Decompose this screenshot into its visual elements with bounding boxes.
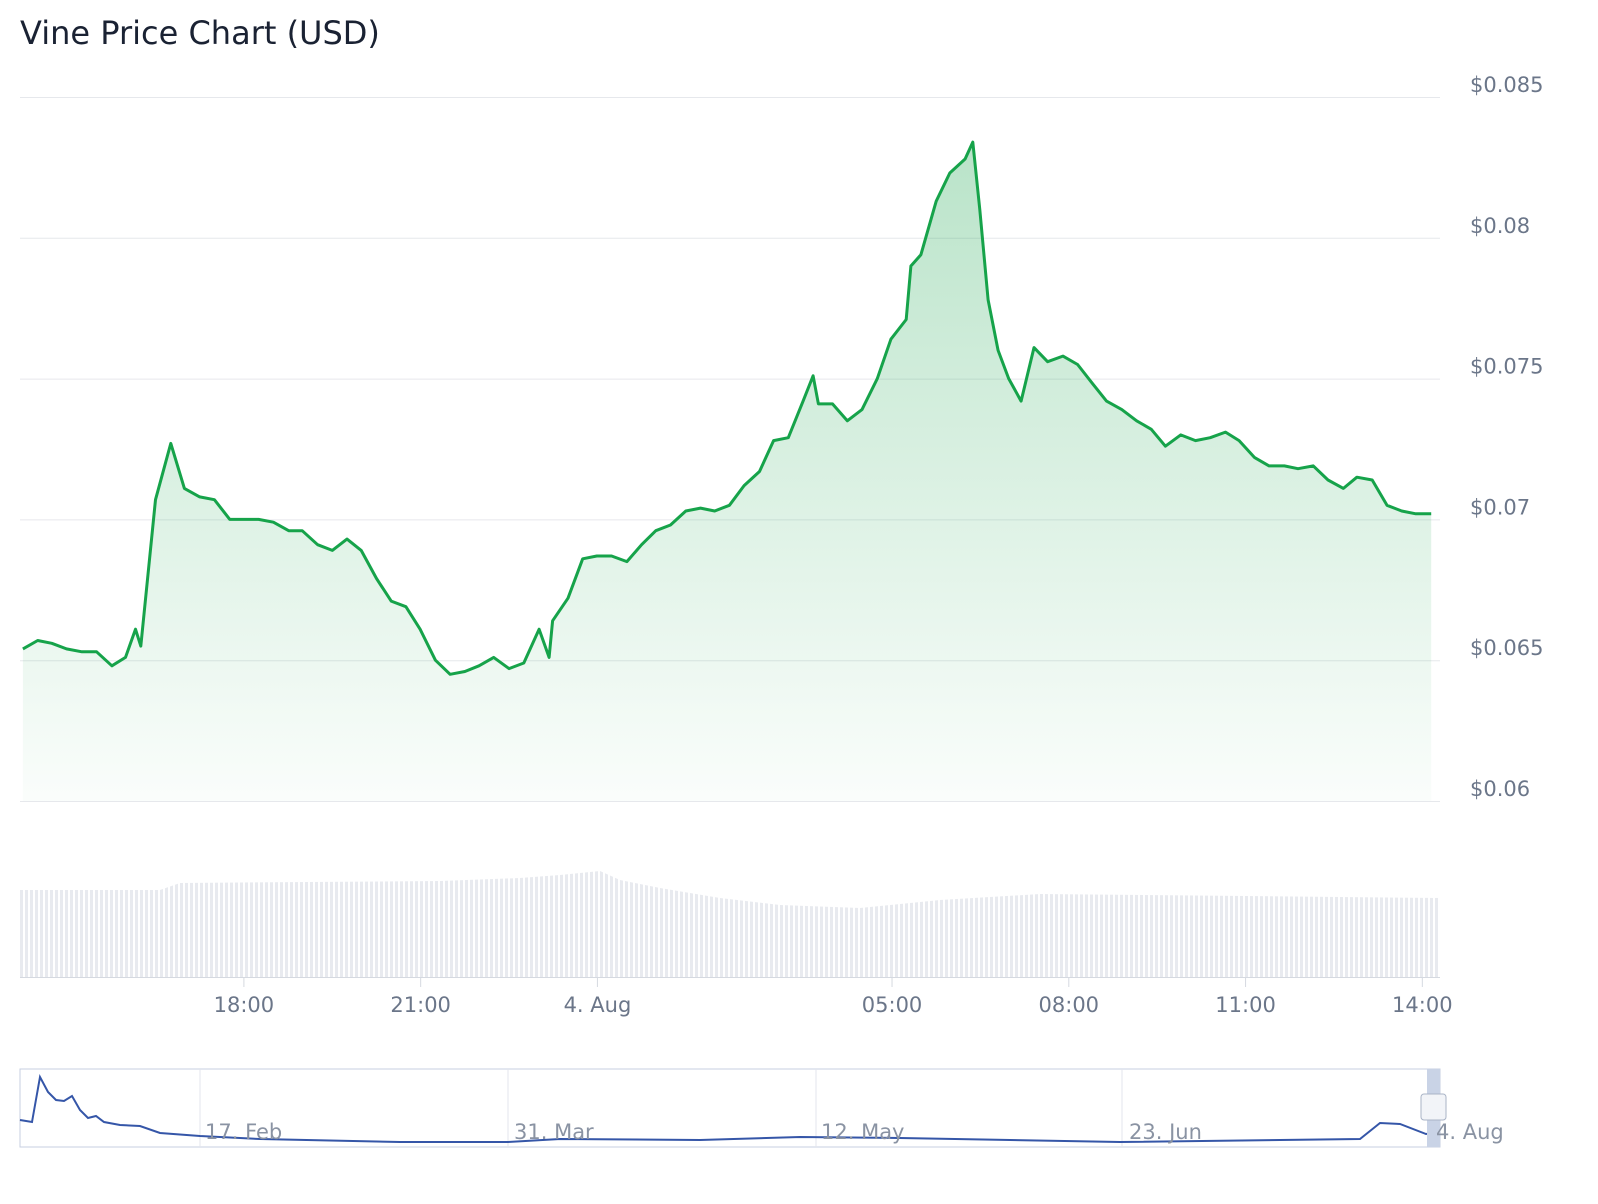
navigator-label: 23. Jun <box>1129 1120 1202 1144</box>
navigator-label: 12. May <box>821 1120 905 1144</box>
x-tick-label: 08:00 <box>1039 993 1100 1017</box>
y-tick-label: $0.065 <box>1470 636 1543 660</box>
x-tick-label: 14:00 <box>1392 993 1453 1017</box>
x-tick-label: 11:00 <box>1215 993 1276 1017</box>
x-tick-label: 21:00 <box>390 993 451 1017</box>
navigator-label: 4. Aug <box>1436 1120 1504 1144</box>
x-tick-label: 4. Aug <box>564 993 632 1017</box>
volume-bars <box>20 871 1440 977</box>
navigator-label: 31. Mar <box>514 1120 594 1144</box>
price-line <box>22 140 1432 676</box>
y-tick-label: $0.075 <box>1470 355 1543 379</box>
area-fill <box>22 142 1432 802</box>
chart-title: Vine Price Chart (USD) <box>20 14 380 52</box>
navigator <box>19 1068 1447 1148</box>
y-tick-label: $0.06 <box>1470 777 1530 801</box>
x-tick-label: 05:00 <box>862 993 923 1017</box>
navigator-line <box>19 1073 1441 1144</box>
y-tick-label: $0.08 <box>1470 214 1530 238</box>
y-tick-label: $0.085 <box>1470 73 1543 97</box>
x-tick-label: 18:00 <box>214 993 275 1017</box>
navigator-handle[interactable] <box>1420 1093 1447 1121</box>
y-tick-label: $0.07 <box>1470 495 1530 519</box>
navigator-label: 17. Feb <box>205 1120 282 1144</box>
